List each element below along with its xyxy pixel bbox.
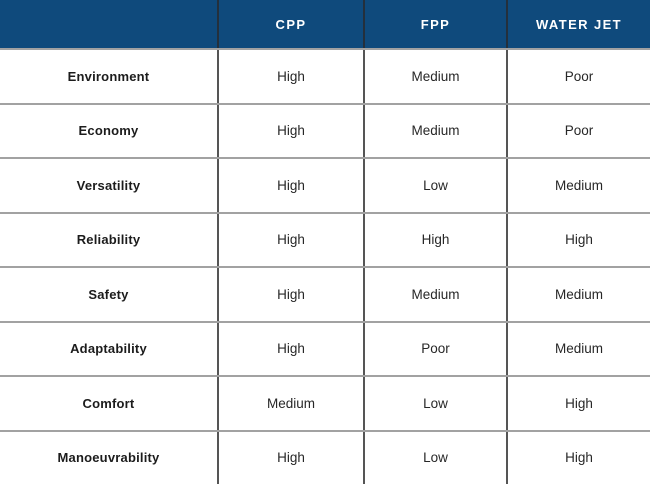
value-cell: High [565,232,593,248]
table-row-environment: Environment High Medium Poor [0,48,650,103]
value-cell: High [219,268,365,321]
value-cell: High [365,213,508,266]
value-cell: High [565,450,593,466]
value-cell: High [219,50,365,103]
table-header-row: CPP FPP WATER JET [0,0,650,48]
header-cell-blank [0,0,219,48]
value-cell: High [219,322,365,375]
row-label: Manoeuvrability [0,431,219,484]
row-label: Economy [0,104,219,157]
value-cell: Poor [564,123,594,139]
row-label: Reliability [0,213,219,266]
value-cell: Low [365,377,508,430]
value-cell: Medium [365,268,508,321]
row-label: Adaptability [0,322,219,375]
table-row-manoeuvrability: Manoeuvrability High Low High [0,429,650,484]
value-cell: Poor [564,68,594,84]
row-label: Safety [0,268,219,321]
value-cell: High [565,395,593,411]
value-cell: High [219,431,365,484]
value-cell: Poor [365,322,508,375]
value-cell: Low [365,159,508,212]
value-cell: High [219,104,365,157]
row-label: Environment [0,50,219,103]
value-cell: Medium [554,341,603,357]
value-cell: High [219,213,365,266]
header-cell-cpp: CPP [219,0,365,48]
value-cell: Low [365,431,508,484]
row-label: Versatility [0,159,219,212]
value-cell: Medium [365,50,508,103]
header-cell-fpp: FPP [365,0,508,48]
value-cell: High [219,159,365,212]
table-row-versatility: Versatility High Low Medium [0,157,650,212]
value-cell: Medium [554,286,603,302]
value-cell: Medium [219,377,365,430]
header-cell-water-jet: WATER JET [535,16,623,32]
table-row-reliability: Reliability High High High [0,211,650,266]
table-row-comfort: Comfort Medium Low High [0,375,650,430]
table-row-safety: Safety High Medium Medium [0,266,650,321]
table-row-economy: Economy High Medium Poor [0,102,650,157]
value-cell: Medium [554,177,603,193]
row-label: Comfort [0,377,219,430]
value-cell: Medium [365,104,508,157]
table-row-adaptability: Adaptability High Poor Medium [0,320,650,375]
